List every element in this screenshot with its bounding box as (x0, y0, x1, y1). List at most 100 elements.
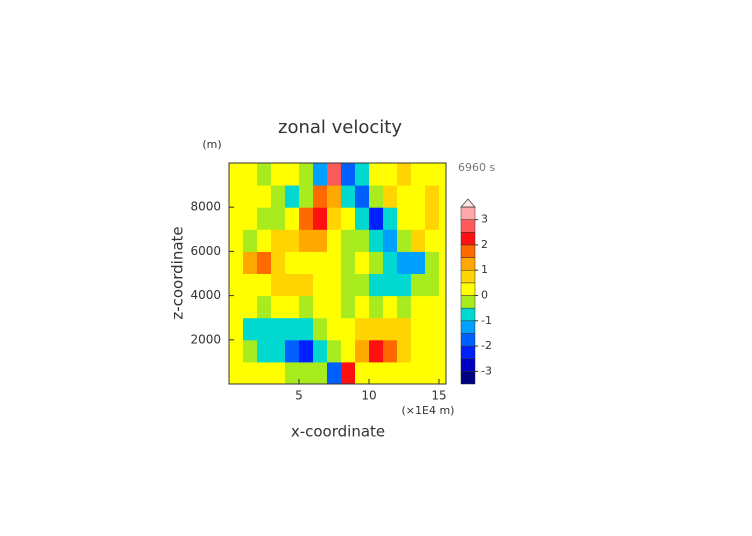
field-cell (327, 339, 342, 363)
field-cell (397, 361, 412, 384)
field-cell (397, 251, 412, 274)
field-cell (313, 251, 328, 274)
field-cell (271, 295, 286, 319)
time-label: 6960 s (458, 161, 495, 174)
field-cell (439, 273, 446, 297)
field-cell (355, 163, 370, 186)
field-cell (383, 163, 398, 186)
field-cell (411, 207, 426, 230)
field-cell (355, 317, 370, 341)
field-cell (243, 163, 258, 186)
field-cell (313, 207, 328, 230)
field-cell (299, 163, 314, 186)
field-cell (369, 207, 384, 230)
field-cell (313, 185, 328, 208)
field-cell (425, 317, 440, 341)
field-cell (271, 251, 286, 274)
field-cell (341, 251, 356, 274)
colorbar-tick-label: -2 (481, 339, 492, 352)
field-cell (369, 185, 384, 208)
field-cell (299, 361, 314, 384)
field-cell (355, 185, 370, 208)
field-cell (369, 339, 384, 363)
field-cell (341, 185, 356, 208)
field-cell (383, 361, 398, 384)
field-cell (327, 295, 342, 319)
chart-title: zonal velocity (278, 117, 402, 138)
field-cell (299, 339, 314, 363)
field-cell (257, 163, 272, 186)
field-cell (327, 317, 342, 341)
field-cell (299, 229, 314, 252)
field-cell (271, 339, 286, 363)
colorbar-band (460, 257, 476, 271)
field-cell (411, 273, 426, 297)
field-cell (397, 207, 412, 230)
y-tick-label: 4000 (190, 288, 221, 302)
field-cell (243, 317, 258, 341)
field-cell (425, 295, 440, 319)
colorbar-band (460, 307, 476, 322)
field-cell (229, 339, 244, 363)
field-cell (257, 295, 272, 319)
field-cell (285, 361, 300, 384)
field-cell (425, 273, 440, 297)
field-cell (355, 339, 370, 363)
colorbar-band (460, 295, 476, 309)
field-cell (271, 361, 286, 384)
field-cell (257, 229, 272, 252)
field-cell (229, 361, 244, 384)
field-cell (229, 317, 244, 341)
field-cell (299, 273, 314, 297)
colorbar-extend (460, 198, 476, 208)
field-cell (369, 295, 384, 319)
field-cell (271, 185, 286, 208)
field-cell (243, 229, 258, 252)
colorbar-band (460, 232, 476, 246)
field-cell (243, 339, 258, 363)
field-cell (285, 229, 300, 252)
field-cell (257, 339, 272, 363)
field-cell (285, 339, 300, 363)
field-cell (285, 317, 300, 341)
field-cell (257, 251, 272, 274)
field-cell (383, 273, 398, 297)
field-cell (355, 295, 370, 319)
field-cell (313, 361, 328, 384)
field-cell (397, 317, 412, 341)
colorbar-tick-label: 3 (481, 213, 488, 226)
field-cell (243, 207, 258, 230)
field-cell (341, 361, 356, 384)
colorbar-band (460, 282, 476, 296)
field-cell (285, 185, 300, 208)
field-cell (229, 207, 244, 230)
field-cell (439, 229, 446, 252)
field-cell (271, 207, 286, 230)
colorbar-band (460, 358, 476, 372)
field-cell (299, 207, 314, 230)
field-cell (313, 295, 328, 319)
field-cell (285, 163, 300, 186)
field-cell (411, 295, 426, 319)
field-cell (439, 163, 446, 186)
field-cell (327, 185, 342, 208)
field-cell (341, 229, 356, 252)
x-tick-label: 15 (431, 389, 446, 403)
field-cell (313, 339, 328, 363)
colorbar-tick-label: -3 (481, 364, 492, 377)
field-cell (369, 273, 384, 297)
field-cell (341, 295, 356, 319)
field-cell (257, 207, 272, 230)
field-cell (425, 229, 440, 252)
field-cell (243, 295, 258, 319)
field-cell (425, 163, 440, 186)
field-cell (411, 185, 426, 208)
colorbar-band (460, 320, 476, 334)
x-tick-label: 10 (361, 389, 376, 403)
field-cell (383, 207, 398, 230)
field-cell (341, 163, 356, 186)
field-cell (439, 251, 446, 274)
field-cell (383, 229, 398, 252)
field-cell (355, 273, 370, 297)
field-cell (327, 229, 342, 252)
